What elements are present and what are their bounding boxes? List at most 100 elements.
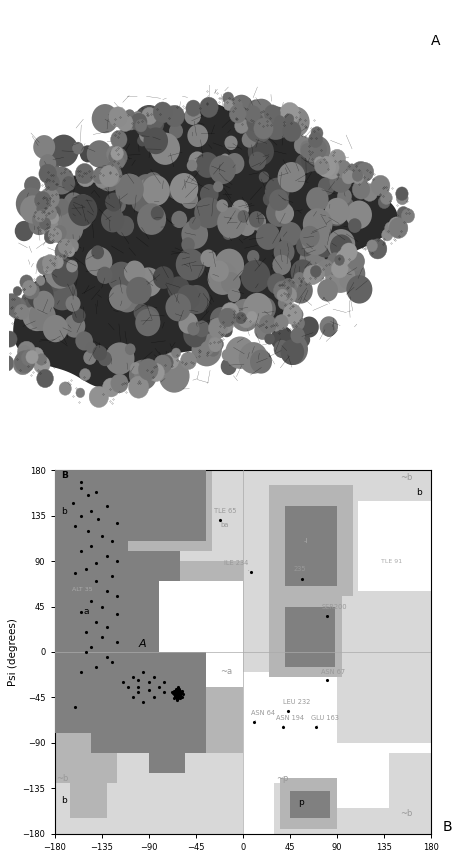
Circle shape bbox=[301, 224, 330, 255]
Circle shape bbox=[97, 267, 113, 284]
Circle shape bbox=[299, 247, 325, 274]
Polygon shape bbox=[347, 470, 431, 500]
Polygon shape bbox=[290, 791, 330, 818]
Circle shape bbox=[115, 215, 134, 236]
Circle shape bbox=[59, 382, 72, 395]
Circle shape bbox=[111, 131, 127, 148]
Circle shape bbox=[265, 178, 290, 204]
Circle shape bbox=[232, 200, 249, 219]
Circle shape bbox=[368, 239, 387, 259]
Circle shape bbox=[242, 132, 256, 148]
Circle shape bbox=[284, 114, 294, 124]
Circle shape bbox=[346, 168, 358, 182]
Text: A: A bbox=[138, 639, 146, 649]
Circle shape bbox=[273, 240, 294, 263]
Polygon shape bbox=[269, 597, 342, 677]
Circle shape bbox=[292, 315, 305, 331]
Circle shape bbox=[268, 109, 278, 120]
Circle shape bbox=[309, 133, 322, 148]
Y-axis label: Psi (degrees): Psi (degrees) bbox=[9, 618, 18, 686]
Circle shape bbox=[332, 196, 355, 221]
Circle shape bbox=[303, 265, 321, 285]
Circle shape bbox=[272, 255, 291, 275]
Polygon shape bbox=[274, 783, 337, 834]
Circle shape bbox=[293, 131, 301, 140]
Circle shape bbox=[283, 304, 302, 324]
Circle shape bbox=[7, 298, 27, 318]
Circle shape bbox=[51, 256, 64, 268]
Circle shape bbox=[124, 109, 135, 121]
Polygon shape bbox=[55, 470, 243, 834]
Text: LEU 232: LEU 232 bbox=[283, 699, 310, 711]
Text: ~b: ~b bbox=[56, 774, 69, 783]
Circle shape bbox=[230, 98, 243, 112]
Circle shape bbox=[301, 144, 314, 158]
Circle shape bbox=[153, 266, 174, 289]
Circle shape bbox=[280, 280, 297, 298]
Circle shape bbox=[129, 360, 157, 391]
Circle shape bbox=[210, 307, 233, 332]
Circle shape bbox=[77, 168, 95, 186]
Polygon shape bbox=[149, 753, 185, 773]
Circle shape bbox=[51, 167, 61, 177]
Circle shape bbox=[324, 159, 339, 175]
Polygon shape bbox=[206, 581, 243, 687]
Circle shape bbox=[109, 285, 133, 310]
Circle shape bbox=[222, 228, 233, 240]
Circle shape bbox=[236, 312, 246, 324]
Circle shape bbox=[235, 107, 249, 122]
Circle shape bbox=[40, 209, 62, 233]
Circle shape bbox=[381, 192, 392, 204]
Circle shape bbox=[95, 167, 105, 178]
Circle shape bbox=[45, 156, 56, 168]
Circle shape bbox=[196, 152, 219, 178]
Circle shape bbox=[243, 292, 273, 325]
Polygon shape bbox=[55, 551, 180, 581]
Circle shape bbox=[113, 155, 122, 164]
Polygon shape bbox=[243, 470, 358, 592]
Polygon shape bbox=[13, 103, 398, 388]
Text: -l: -l bbox=[304, 538, 308, 544]
Circle shape bbox=[209, 318, 228, 339]
Circle shape bbox=[189, 216, 201, 230]
Text: SER200: SER200 bbox=[321, 604, 347, 616]
Polygon shape bbox=[269, 486, 353, 597]
Circle shape bbox=[15, 351, 35, 373]
Circle shape bbox=[159, 355, 173, 370]
Circle shape bbox=[45, 206, 57, 220]
Circle shape bbox=[348, 218, 362, 233]
Circle shape bbox=[310, 266, 321, 277]
Circle shape bbox=[51, 170, 61, 180]
Circle shape bbox=[39, 164, 56, 183]
Text: ILE 234: ILE 234 bbox=[224, 560, 249, 571]
Text: B: B bbox=[443, 820, 453, 834]
Circle shape bbox=[22, 280, 36, 296]
Circle shape bbox=[91, 245, 104, 259]
Circle shape bbox=[221, 303, 239, 321]
Circle shape bbox=[21, 350, 36, 366]
Circle shape bbox=[301, 150, 321, 172]
Circle shape bbox=[142, 175, 170, 206]
Circle shape bbox=[245, 111, 273, 143]
Circle shape bbox=[250, 213, 266, 231]
Circle shape bbox=[281, 339, 304, 365]
Circle shape bbox=[176, 249, 205, 280]
Circle shape bbox=[367, 240, 377, 251]
Circle shape bbox=[385, 222, 395, 233]
Circle shape bbox=[352, 171, 364, 184]
Circle shape bbox=[303, 209, 332, 240]
Circle shape bbox=[228, 288, 240, 302]
Circle shape bbox=[259, 315, 277, 333]
Circle shape bbox=[224, 136, 237, 150]
Circle shape bbox=[371, 175, 390, 196]
Circle shape bbox=[145, 180, 168, 205]
Circle shape bbox=[75, 163, 94, 184]
Circle shape bbox=[254, 118, 273, 139]
Circle shape bbox=[20, 195, 46, 224]
Circle shape bbox=[109, 168, 121, 180]
Circle shape bbox=[193, 256, 204, 267]
Circle shape bbox=[55, 213, 83, 244]
Circle shape bbox=[26, 351, 38, 363]
Circle shape bbox=[195, 322, 207, 335]
Circle shape bbox=[89, 386, 109, 408]
